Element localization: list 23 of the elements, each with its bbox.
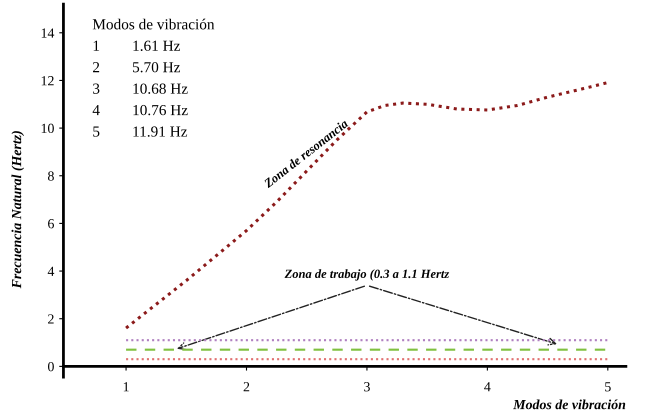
x-tick-label: 3 <box>364 382 370 392</box>
y-tick-label: 10 <box>42 124 54 134</box>
y-tick-label: 4 <box>48 266 54 276</box>
y-tick-label: 6 <box>48 219 54 228</box>
y-tick-label: 2 <box>48 314 54 324</box>
y-tick-label: 14 <box>42 28 54 38</box>
x-axis-title: Modos de vibración <box>513 399 626 410</box>
y-tick-label: 0 <box>48 362 54 372</box>
text: 4 10.76 Hz <box>92 104 188 116</box>
text: 5 11.91 Hz <box>93 126 188 137</box>
x-tick-label: 2 <box>244 382 250 392</box>
y-tick-label: 8 <box>48 171 54 181</box>
text: 1 1.61 Hz <box>94 40 180 51</box>
annotation: Zona de trabajo (0.3 a 1.1 Hertz <box>284 269 450 281</box>
y-tick-label: 12 <box>42 76 54 86</box>
x-tick-label: 1 <box>124 382 129 392</box>
x-tick-label: 5 <box>605 382 611 392</box>
line-series <box>124 81 610 330</box>
annotation: Modos de vibración <box>92 18 214 30</box>
text: 2 5.70 Hz <box>93 62 180 72</box>
text: 3 10.68 Hz <box>93 83 188 94</box>
x-tick-label: 4 <box>484 382 491 392</box>
y-axis-title: Frecuencia Natural (Hertz) <box>11 131 24 288</box>
